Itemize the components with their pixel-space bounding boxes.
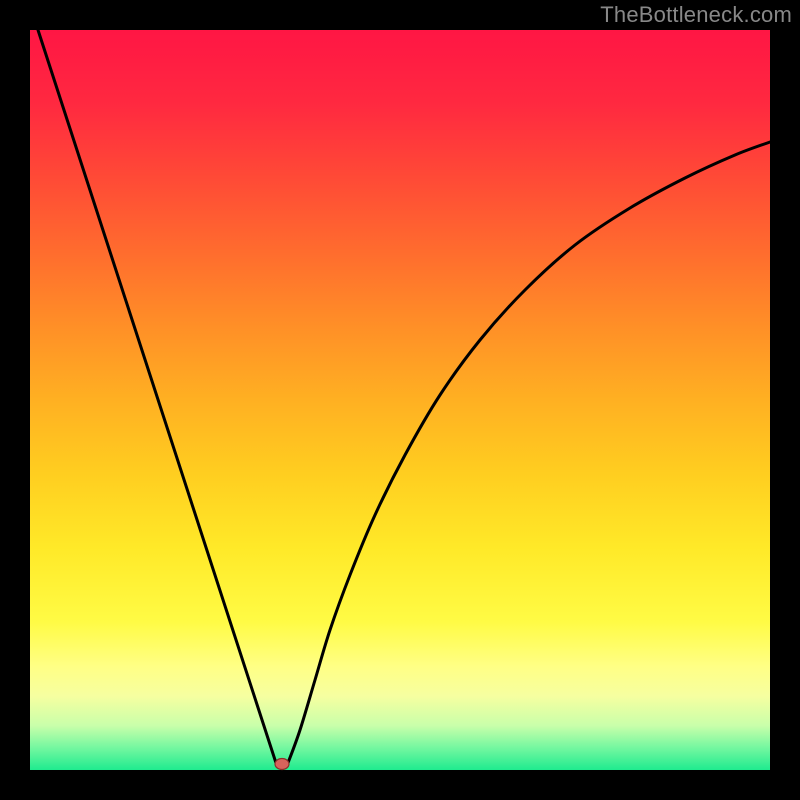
root: TheBottleneck.com [0, 0, 800, 800]
plot-background [30, 30, 770, 770]
bottleneck-chart [0, 0, 800, 800]
watermark-text: TheBottleneck.com [600, 2, 792, 28]
minimum-marker [275, 759, 289, 770]
